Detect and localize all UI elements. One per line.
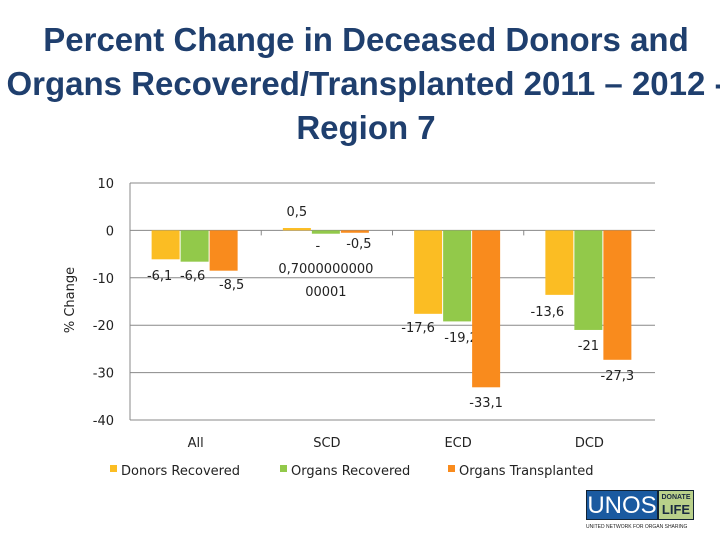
bar-donors-recovered [545, 230, 574, 295]
data-label: -8,5 [219, 278, 244, 293]
bar-donors-recovered [282, 228, 311, 231]
legend-swatch [280, 465, 287, 472]
bar-organs-recovered [180, 230, 209, 262]
bar-organs-transplanted [340, 230, 369, 233]
data-label: -13,6 [531, 305, 565, 320]
legend-label: Organs Transplanted [459, 464, 593, 479]
bar-donors-recovered [414, 230, 443, 314]
bar-organs-transplanted [472, 230, 501, 388]
legend-swatch [448, 465, 455, 472]
x-tick-label: SCD [313, 436, 340, 451]
unos-logo: UNOS DONATE LIFE UNITED NETWORK FOR ORGAN… [586, 490, 696, 530]
data-label: -6,6 [180, 269, 205, 284]
logo-subtitle: UNITED NETWORK FOR ORGAN SHARING [586, 524, 688, 530]
y-tick-label: -30 [93, 367, 114, 382]
bar-organs-recovered [311, 230, 340, 234]
logo-main: UNOS [586, 490, 658, 520]
y-tick-label: -40 [93, 414, 114, 429]
data-label: -27,3 [601, 369, 635, 384]
data-label: -0,5 [346, 237, 371, 252]
legend-label: Organs Recovered [291, 464, 410, 479]
data-label: - [316, 239, 321, 254]
bar-organs-recovered [443, 230, 472, 322]
x-tick-label: ECD [444, 436, 471, 451]
data-label: 0,5 [287, 205, 308, 220]
slide-title: Percent Change in Deceased Donors and Or… [6, 21, 720, 146]
x-tick-label: All [188, 436, 204, 451]
data-label: -6,1 [147, 269, 172, 284]
x-tick-label: DCD [575, 436, 604, 451]
data-label: 0,7000000000 [278, 262, 373, 277]
y-tick-label: -20 [93, 319, 114, 334]
y-axis-label: % Change [63, 267, 78, 333]
data-label: -21 [578, 339, 599, 354]
bar-organs-transplanted [209, 230, 238, 271]
legend-swatch [110, 465, 117, 472]
y-tick-label: 10 [97, 177, 114, 192]
bar-organs-transplanted [603, 230, 632, 360]
data-label: -17,6 [401, 321, 435, 336]
y-tick-label: -10 [93, 272, 114, 287]
data-label: -33,1 [469, 396, 503, 411]
logo-badge: DONATE LIFE [658, 490, 694, 520]
data-label: 00001 [305, 285, 346, 300]
legend-label: Donors Recovered [121, 464, 240, 479]
data-label: -19,2 [444, 331, 478, 346]
bar-organs-recovered [574, 230, 603, 330]
y-tick-label: 0 [106, 224, 114, 239]
bar-donors-recovered [151, 230, 180, 260]
